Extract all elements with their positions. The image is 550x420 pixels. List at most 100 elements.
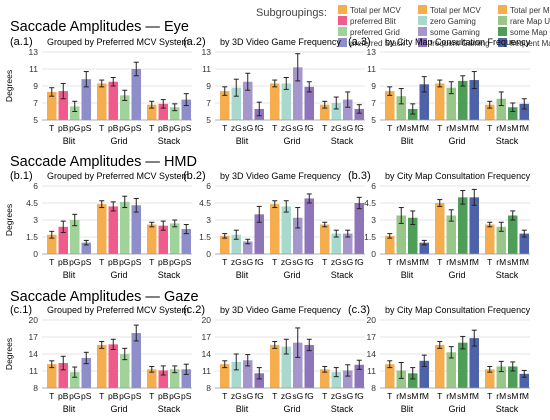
group-label: Grid (283, 404, 300, 414)
y-tick-label: 13 (367, 47, 377, 57)
group-label: Blit (63, 270, 76, 280)
group-label: Stack (331, 270, 354, 280)
bar-tick-label: T (487, 257, 492, 267)
bar (408, 373, 418, 388)
chart-panel: (b.2) by 3D Video Game Frequency 0 1.5 3 4.5 6… (183, 170, 365, 280)
bar (70, 106, 80, 120)
bar (70, 220, 80, 254)
legend-label: Total per MCV (510, 6, 550, 15)
y-tick-label: 5 (33, 115, 38, 125)
panel-subtitle: Grouped by Preferred MCV System (47, 305, 189, 315)
legend-swatch (418, 5, 427, 14)
legend-swatch (418, 16, 427, 25)
bar (158, 103, 168, 120)
legend-label: zero Gaming (430, 17, 476, 26)
bar-tick-label: fG (305, 257, 314, 267)
bar-tick-label: sG (242, 257, 253, 267)
bar (408, 217, 418, 254)
bar-tick-label: T (322, 391, 327, 401)
chart-panel: (a.2) by 3D Video Game Frequency 5 7 9 11 13 T z… (183, 36, 365, 146)
y-tick-label: 17 (29, 332, 39, 342)
section-title-hmd: Saccade Amplitudes — HMD (10, 154, 197, 170)
bar-tick-label: fG (255, 257, 264, 267)
y-tick-label: 6 (371, 181, 376, 191)
bar-tick-label: rM (446, 123, 456, 133)
bar (320, 369, 330, 388)
bar-tick-label: T (149, 391, 154, 401)
group-label: Grid (110, 270, 127, 280)
bar-tick-label: zG (231, 391, 242, 401)
bar (58, 226, 68, 254)
bar-tick-label: rM (496, 123, 506, 133)
y-tick-label: 14 (29, 349, 39, 359)
y-axis-label: Degrees (4, 338, 14, 370)
legend-title: Subgroupings: (256, 7, 327, 19)
group-label: Grid (283, 270, 300, 280)
group-label: Stack (496, 136, 519, 146)
bar (446, 215, 456, 254)
bar (304, 198, 314, 254)
bar-tick-label: T (99, 257, 104, 267)
bar-tick-label: fM (520, 391, 529, 401)
bar-tick-label: pB (158, 391, 169, 401)
legend-swatch (338, 27, 347, 36)
legend-label: preferred Blit (350, 17, 397, 26)
bar-tick-label: T (387, 391, 392, 401)
bar (519, 373, 529, 388)
bar-tick-label: T (487, 391, 492, 401)
panel-subtitle: by 3D Video Game Frequency (220, 305, 341, 315)
bar-tick-label: fG (355, 257, 364, 267)
bar-tick-label: sM (407, 257, 418, 267)
bar (419, 84, 429, 120)
bar (293, 67, 303, 120)
bar (81, 242, 91, 254)
bar (270, 83, 280, 120)
bar (419, 360, 429, 388)
bar-tick-label: pB (58, 123, 69, 133)
y-axis-label: Degrees (4, 204, 14, 236)
bar (354, 364, 364, 388)
bar (320, 224, 330, 254)
bar (131, 333, 141, 388)
bar (281, 206, 291, 254)
bar (385, 91, 395, 120)
y-tick-label: 11 (29, 64, 38, 74)
bar-tick-label: fM (420, 123, 429, 133)
group-label: Blit (63, 404, 76, 414)
bar-tick-label: sM (407, 391, 418, 401)
bar (58, 91, 68, 120)
y-tick-label: 0 (33, 249, 38, 259)
group-label: Blit (63, 136, 76, 146)
legend-swatch (338, 5, 347, 14)
bar (320, 104, 330, 120)
bar-tick-label: T (272, 391, 277, 401)
bar (220, 91, 230, 120)
panel-label: (c.2) (183, 304, 205, 316)
bar (254, 214, 264, 254)
bar-tick-label: sM (457, 391, 468, 401)
bar-tick-label: T (437, 257, 442, 267)
y-tick-label: 3 (206, 215, 211, 225)
legend-swatch (418, 38, 427, 47)
bar-tick-label: sM (457, 123, 468, 133)
bar (519, 103, 529, 120)
panel-subtitle: Grouped by Preferred MCV System (47, 37, 189, 47)
panel-label: (b.1) (10, 170, 33, 182)
bar (181, 229, 191, 254)
section-titles: Saccade Amplitudes — Eye Saccade Amplitu… (10, 19, 199, 305)
y-tick-label: 17 (202, 332, 212, 342)
bar-tick-label: T (387, 257, 392, 267)
group-label: Blit (401, 136, 414, 146)
bar (97, 344, 107, 388)
panel-label: (a.2) (183, 36, 206, 48)
bar-tick-label: T (272, 257, 277, 267)
bar (331, 233, 341, 254)
group-label: Blit (236, 270, 249, 280)
bar-tick-label: zG (281, 391, 292, 401)
y-tick-label: 1.5 (364, 232, 376, 242)
bar (47, 91, 57, 120)
chart-panel: (c.3) by City Map Consultation Frequency 8… (348, 304, 531, 414)
bar (147, 369, 157, 388)
y-tick-label: 5 (371, 115, 376, 125)
chart-panel: (c.1) Grouped by Preferred MCV System 8 11 1… (4, 304, 192, 414)
